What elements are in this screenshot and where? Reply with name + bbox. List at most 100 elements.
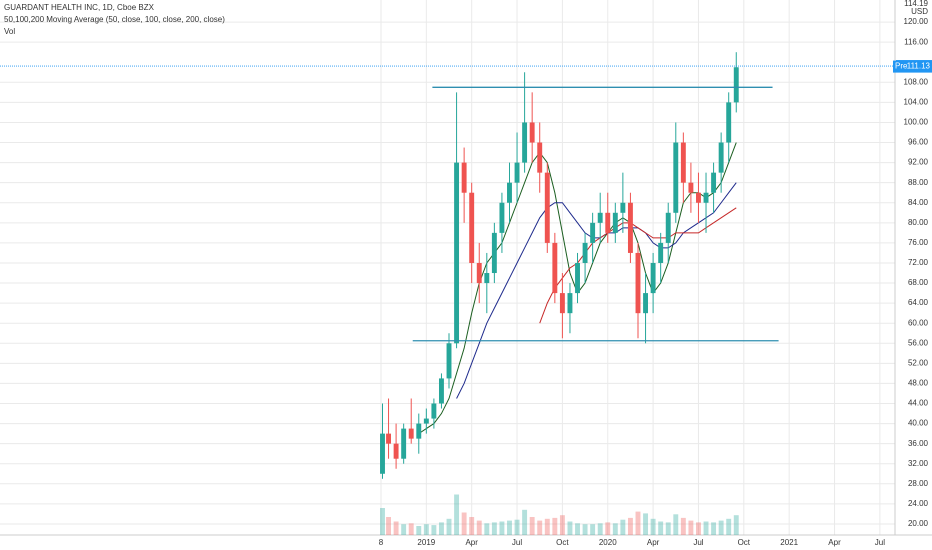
candle-body xyxy=(416,423,422,439)
volume-bar xyxy=(688,520,694,535)
x-tick-label: Apr xyxy=(828,538,841,547)
volume-bar xyxy=(665,522,671,535)
candle-body xyxy=(537,142,543,173)
candle-body xyxy=(522,122,528,163)
volume-bar xyxy=(597,523,603,535)
y-tick-label: 108.00 xyxy=(904,77,929,86)
pre-price: 111.13 xyxy=(907,62,931,71)
volume-bar xyxy=(401,524,407,535)
pre-label: Pre xyxy=(895,62,908,71)
y-tick-label: 72.00 xyxy=(908,258,929,267)
x-tick-label: Jul xyxy=(512,538,522,547)
currency: USD xyxy=(911,7,928,16)
candle-body xyxy=(696,192,701,203)
candle-body xyxy=(703,192,709,203)
volume-bar xyxy=(491,522,497,535)
volume-bar xyxy=(559,515,565,535)
candle-body xyxy=(711,172,717,193)
candle-body xyxy=(446,343,452,379)
volume-bar xyxy=(658,521,664,535)
candle-body xyxy=(597,212,603,223)
volume-label: Vol xyxy=(4,27,15,36)
volume-bar xyxy=(575,523,580,535)
y-tick-label: 24.00 xyxy=(908,499,929,508)
volume-bar xyxy=(703,521,709,535)
moving-average xyxy=(539,207,737,324)
candle-body xyxy=(612,212,618,233)
candle-body xyxy=(688,182,694,193)
volume-bar xyxy=(522,509,528,535)
x-tick-label: 2021 xyxy=(780,538,798,547)
candle-body xyxy=(484,273,490,284)
y-tick-label: 28.00 xyxy=(908,479,929,488)
volume-bar xyxy=(635,511,641,535)
candle-body xyxy=(605,212,611,233)
candle-body xyxy=(582,242,588,263)
candle-body xyxy=(575,262,580,294)
volume-bar xyxy=(431,525,437,535)
candle-body xyxy=(718,142,724,173)
x-tick-label: Jul xyxy=(693,538,703,547)
y-tick-label: 116.00 xyxy=(904,37,928,46)
volume-bar xyxy=(718,520,724,535)
moving-average xyxy=(456,182,737,399)
chart-title: GUARDANT HEALTH INC, 1D, Cboe BZX xyxy=(4,3,155,12)
volume-bar xyxy=(711,522,717,535)
candle-body xyxy=(423,418,429,424)
pre-tag xyxy=(893,60,932,73)
y-tick-label: 76.00 xyxy=(908,238,929,247)
volume-bar xyxy=(469,517,475,535)
y-tick-label: 120.00 xyxy=(904,17,929,26)
y-tick-label: 84.00 xyxy=(908,198,929,207)
y-tick-label: 92.00 xyxy=(908,158,929,167)
y-tick-label: 48.00 xyxy=(908,379,929,388)
volume-bar xyxy=(552,517,558,535)
volume-bar xyxy=(567,521,573,535)
candle-body xyxy=(491,232,497,274)
candle-body xyxy=(635,252,641,314)
y-tick-label: 20.00 xyxy=(908,519,929,528)
candle-body xyxy=(380,433,385,474)
volume-bar xyxy=(393,521,399,535)
candle-body xyxy=(650,262,656,294)
candle-body xyxy=(733,67,739,103)
volume-bar xyxy=(423,524,429,535)
candle-body xyxy=(461,162,467,193)
volume-bar xyxy=(726,518,732,535)
volume-bar xyxy=(650,518,656,535)
volume-bar xyxy=(380,508,385,535)
volume-bar xyxy=(627,517,633,535)
candle-body xyxy=(476,262,482,284)
y-tick-label: 40.00 xyxy=(908,419,929,428)
volume-bar xyxy=(499,521,505,535)
y-tick-label: 104.00 xyxy=(904,97,929,106)
volume-bar xyxy=(696,522,701,535)
candle-body xyxy=(552,242,558,294)
y-tick-label: 64.00 xyxy=(908,298,929,307)
candle-body xyxy=(680,142,686,183)
candle-body xyxy=(408,428,414,439)
candle-body xyxy=(673,142,679,213)
candle-body xyxy=(401,428,407,459)
y-tick-label: 68.00 xyxy=(908,278,929,287)
candle-body xyxy=(507,182,512,203)
volume-bar xyxy=(446,518,452,535)
candle-body xyxy=(454,162,460,344)
candle-body xyxy=(643,293,649,314)
volume-bar xyxy=(386,517,391,535)
candle-body xyxy=(393,443,399,459)
volume-bar xyxy=(507,520,512,535)
candle-body xyxy=(627,202,633,253)
volume-bar xyxy=(461,512,467,535)
volume-bar xyxy=(537,520,543,535)
candle-body xyxy=(529,122,535,143)
candle-body xyxy=(590,222,596,243)
y-tick-label: 32.00 xyxy=(908,459,929,468)
candle-body xyxy=(438,378,444,404)
candle-body xyxy=(726,102,732,143)
candle-body xyxy=(514,162,520,183)
x-tick-label: Oct xyxy=(738,538,751,547)
candle-body xyxy=(620,202,626,213)
volume-bar xyxy=(416,526,422,535)
